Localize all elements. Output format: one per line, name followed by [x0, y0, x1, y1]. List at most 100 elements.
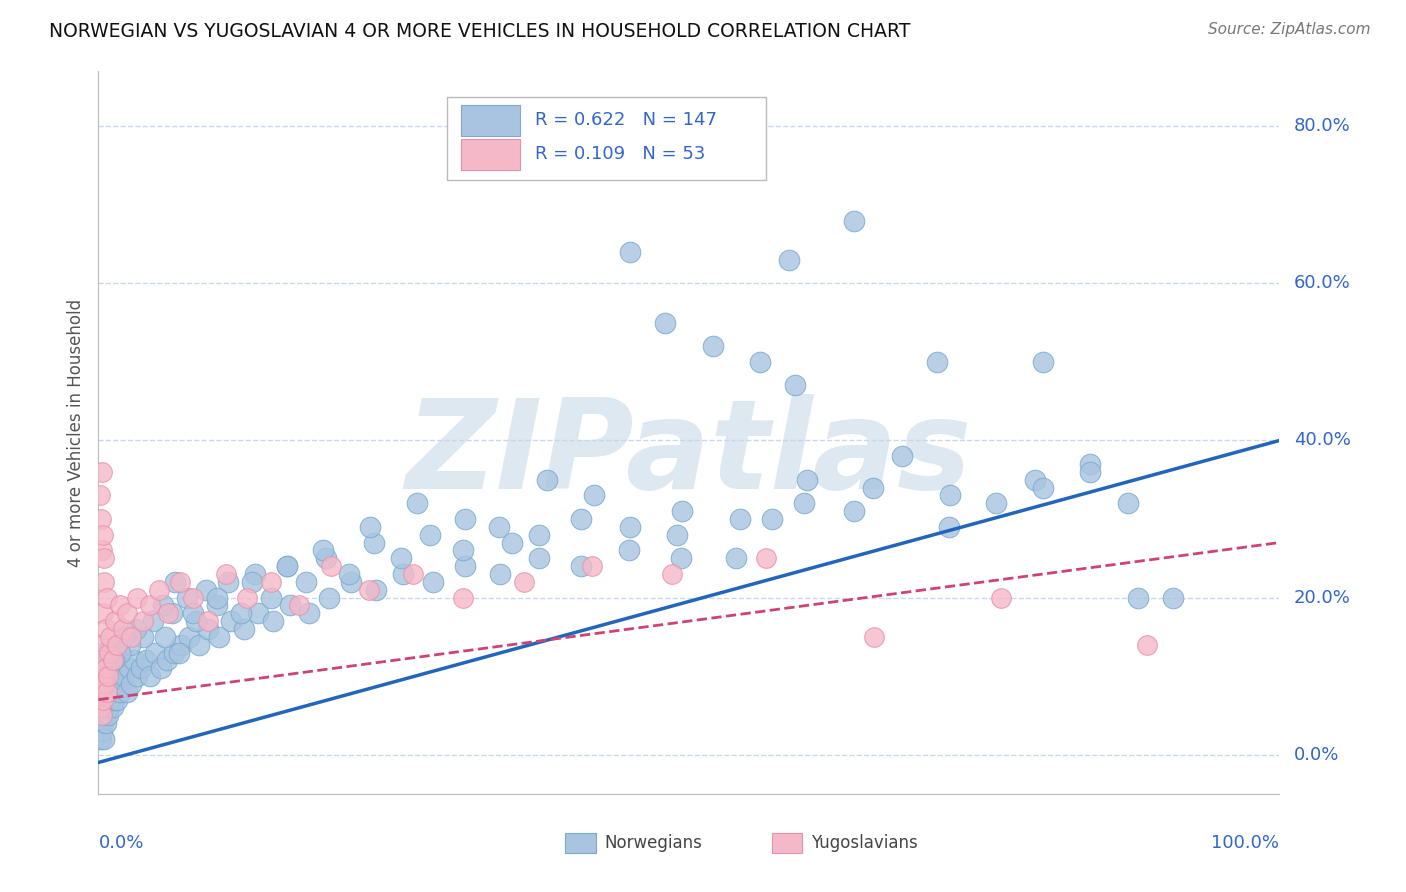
Point: [231, 607, 253, 621]
Point: [260, 574, 283, 589]
Text: 80.0%: 80.0%: [1294, 118, 1350, 136]
Point: [163, 646, 186, 660]
Point: [938, 520, 960, 534]
Point: [748, 355, 770, 369]
Point: [453, 512, 475, 526]
Point: [91, 465, 114, 479]
Text: 40.0%: 40.0%: [1294, 432, 1351, 450]
Point: [115, 685, 138, 699]
Point: [90, 685, 112, 699]
Point: [536, 473, 558, 487]
Point: [501, 535, 523, 549]
Point: [101, 700, 124, 714]
Point: [153, 630, 176, 644]
Point: [176, 591, 198, 605]
Point: [581, 559, 603, 574]
Point: [103, 653, 125, 667]
Point: [96, 669, 118, 683]
Point: [91, 700, 114, 714]
Point: [93, 731, 115, 746]
Point: [181, 607, 204, 621]
Point: [90, 638, 112, 652]
Point: [527, 527, 550, 541]
Point: [91, 646, 114, 660]
Point: [112, 669, 135, 683]
Point: [778, 252, 800, 267]
Point: [150, 661, 173, 675]
Point: [453, 543, 475, 558]
Point: [108, 685, 131, 699]
Point: [364, 582, 387, 597]
Point: [666, 527, 689, 541]
Point: [796, 473, 818, 487]
Point: [217, 574, 239, 589]
Text: Source: ZipAtlas.com: Source: ZipAtlas.com: [1208, 22, 1371, 37]
Point: [108, 599, 131, 613]
Point: [96, 685, 118, 699]
Text: 0.0%: 0.0%: [98, 834, 143, 852]
Point: [728, 512, 751, 526]
Point: [90, 685, 112, 699]
Point: [93, 661, 115, 675]
Point: [792, 496, 814, 510]
Point: [132, 630, 155, 644]
Point: [844, 504, 866, 518]
Point: [94, 677, 117, 691]
Point: [205, 599, 228, 613]
Point: [319, 559, 342, 574]
Point: [862, 481, 884, 495]
Point: [89, 488, 111, 502]
Point: [91, 692, 114, 706]
Point: [97, 708, 120, 723]
Point: [112, 630, 135, 644]
Point: [669, 551, 692, 566]
Point: [129, 661, 152, 675]
Point: [1024, 473, 1046, 487]
Point: [135, 653, 157, 667]
Point: [337, 566, 360, 581]
Point: [93, 574, 115, 589]
FancyBboxPatch shape: [772, 833, 803, 853]
Point: [170, 638, 193, 652]
Point: [363, 535, 385, 549]
Point: [98, 669, 121, 683]
Point: [340, 574, 363, 589]
Point: [276, 559, 298, 574]
Point: [89, 669, 111, 683]
Text: Norwegians: Norwegians: [605, 834, 702, 852]
Point: [94, 653, 117, 667]
Point: [139, 599, 162, 613]
Point: [157, 607, 180, 621]
Text: R = 0.109   N = 53: R = 0.109 N = 53: [536, 145, 706, 163]
Point: [91, 677, 114, 691]
Point: [489, 566, 512, 581]
Point: [984, 496, 1007, 510]
Point: [91, 669, 114, 683]
Point: [169, 574, 191, 589]
Point: [148, 582, 170, 597]
Y-axis label: 4 or more Vehicles in Household: 4 or more Vehicles in Household: [66, 299, 84, 566]
Point: [187, 638, 209, 652]
Point: [453, 559, 475, 574]
Point: [236, 591, 259, 605]
Point: [125, 622, 148, 636]
Point: [107, 669, 129, 683]
Point: [527, 551, 550, 566]
Point: [1080, 457, 1102, 471]
Point: [890, 449, 912, 463]
Point: [142, 614, 165, 628]
Point: [127, 669, 149, 683]
Point: [298, 607, 321, 621]
Point: [111, 677, 134, 691]
Point: [232, 622, 254, 636]
Point: [167, 646, 190, 660]
Point: [89, 700, 111, 714]
Point: [152, 599, 174, 613]
Point: [90, 708, 112, 723]
Point: [785, 378, 807, 392]
Point: [245, 566, 267, 581]
Point: [98, 646, 121, 660]
Point: [422, 574, 444, 589]
Point: [619, 244, 641, 259]
Point: [91, 607, 114, 621]
